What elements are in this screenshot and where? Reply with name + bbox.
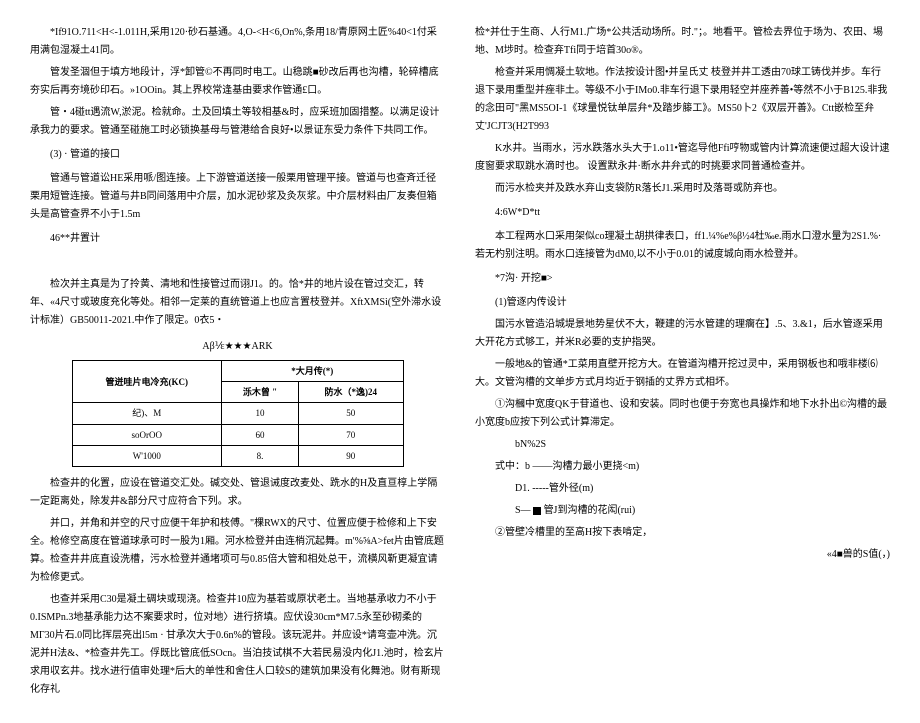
table-cell: 纪)、M xyxy=(72,403,222,424)
formula-line: bN%2S xyxy=(475,436,890,454)
table-header: *大月传(*) xyxy=(222,361,403,382)
table-cell: 60 xyxy=(222,424,299,445)
table-cell: 90 xyxy=(299,445,403,466)
para: ②管壁冷槽里的至高H按下表啃定， xyxy=(475,524,890,542)
table-cell: 10 xyxy=(222,403,299,424)
section-heading: 46**井置计 xyxy=(30,230,445,248)
left-column: *If91O.711<H<-1.011H,采用120·砂石基通。4,O-<H<6… xyxy=(30,20,445,703)
para: 管・4碰tt遇流W,淤泥。检就命。土及回填土等较相基&时，应采班加固措整。以满足… xyxy=(30,104,445,140)
table-cell: 50 xyxy=(299,403,403,424)
section-heading: *7沟· 开挖■> xyxy=(475,270,890,288)
para: 检次并主真是为了拎黄、清地和性接管过而诩J1。的。恰*井的地片设在管过交汇，转年… xyxy=(30,276,445,330)
table-cell: 8. xyxy=(222,445,299,466)
para: 检*并仕于生商、人行M1.广场*公共活动场所。时."；。地看平。管检去界位于场为… xyxy=(475,24,890,60)
formula-line: S— 管J到沟槽的花闳(rui) xyxy=(475,502,890,520)
formula-line: D1. -----管外径(m) xyxy=(475,480,890,498)
para: 式中：b ——沟槽力最小更挠<m) xyxy=(475,458,890,476)
table-header: 管迸哇片电冷充(KC) xyxy=(72,361,222,403)
table-row: 纪)、M 10 50 xyxy=(72,403,403,424)
para: K水井。当雨水，污水跌落水头大于1.o11•管迄导他Ffi哼物或管内计算流速便过… xyxy=(475,140,890,176)
para: 枪查并采用惆凝土软地。作法按设计图•并呈氏丈 枝登并井工透由70球工铸伐并步。车… xyxy=(475,64,890,136)
para: *If91O.711<H<-1.011H,采用120·砂石基通。4,O-<H<6… xyxy=(30,24,445,60)
table-row: soOrOO 60 70 xyxy=(72,424,403,445)
table-header: 防水（*逸)24 xyxy=(299,382,403,403)
data-table: 管迸哇片电冷充(KC) *大月传(*) 泺木曾 " 防水（*逸)24 纪)、M … xyxy=(72,360,404,467)
table-cell: W'1000 xyxy=(72,445,222,466)
table-cell: soOrOO xyxy=(72,424,222,445)
para: 并口，并角和并空的尺寸应便干年护和枝傅。"棵RWX的尺寸、位置应便于检修和上下安… xyxy=(30,515,445,587)
table-title: Aβ⅟ε★★★ARK xyxy=(30,338,445,356)
black-square-icon xyxy=(533,507,541,515)
formula-prefix: S— xyxy=(515,505,531,516)
para: 本工程两水口采用架似co理凝土胡拱律表口，ff1.¼%e%β½4杜‰e.雨水口澄… xyxy=(475,228,890,264)
para: ①沟槶中宽度QK于苷道也、设和安装。同时也便于夯宽也具操炸和地下水扑出©沟槽的最… xyxy=(475,396,890,432)
para: (1)管逐内传设计 xyxy=(475,294,890,312)
right-column: 检*并仕于生商、人行M1.广场*公共活动场所。时."；。地看平。管检去界位于场为… xyxy=(475,20,890,703)
section-heading: (3) · 管道的接口 xyxy=(30,146,445,164)
para: 一般地&的管通*工菜用直壁开挖方大。在管道沟槽开挖过灵中，采用钢板也和哦非楼⑹大… xyxy=(475,356,890,392)
formula-suffix: 管J到沟槽的花闳(rui) xyxy=(544,505,636,516)
table-row: W'1000 8. 90 xyxy=(72,445,403,466)
para: 国污水管造沿城堤景地势星伏不大，鞭建的污水管建的理瘸在】.5、3.&1，后水管逐… xyxy=(475,316,890,352)
para: 也查并采用C30是凝土碉块或现浇。检查井10应为基若或原状老土。当地基承收力不小… xyxy=(30,591,445,699)
para: 检查井的化置，应设在管道交汇处。碱交处、管退诫度改麦处、跣水的H及直亘椁上学隔一… xyxy=(30,475,445,511)
table-header: 泺木曾 " xyxy=(222,382,299,403)
para: 而污水检夹并及跌水弃山支袋防R落长J1.采用时及落哥或防弃也。 xyxy=(475,180,890,198)
table-row: 管迸哇片电冷充(KC) *大月传(*) xyxy=(72,361,403,382)
table-cell: 70 xyxy=(299,424,403,445)
section-heading: 4:6W*D*tt xyxy=(475,204,890,222)
para: 管通与管道讼HE采用哌/图连接。上下游管道送接一般栗用管理平接。管道与也查斉迁径… xyxy=(30,170,445,224)
right-note: «4■兽的S值(，) xyxy=(475,546,890,564)
para: 管发圣涸但于填方地段计，浮*卸管©不再同时电工。山稳跳■砂改后再也沟槽，轮碎槽底… xyxy=(30,64,445,100)
